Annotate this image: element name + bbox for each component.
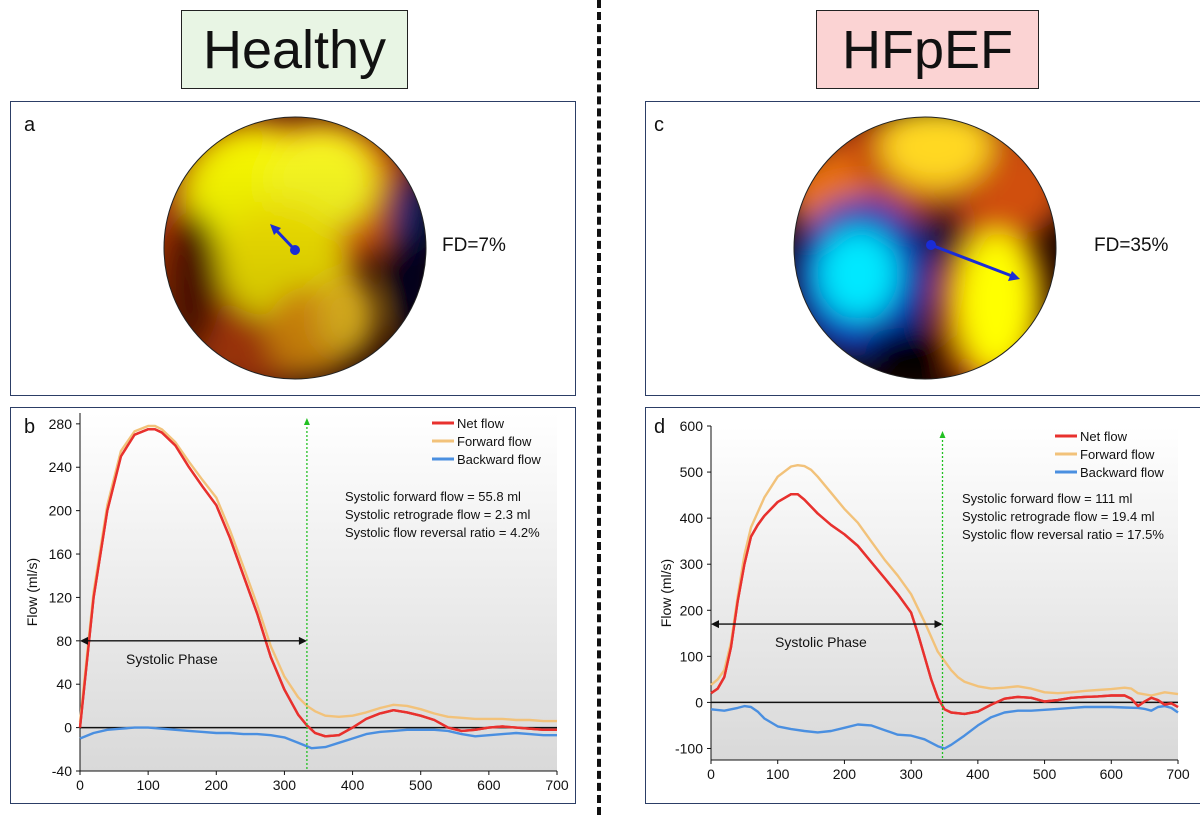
title-healthy: Healthy	[181, 10, 408, 89]
stat-annotation: Systolic flow reversal ratio = 4.2%	[345, 525, 540, 540]
title-hfpef: HFpEF	[816, 10, 1039, 89]
panel-letter-a: a	[24, 114, 36, 136]
x-tick-label: 0	[76, 777, 84, 793]
flow-map-healthy	[163, 116, 427, 380]
x-tick-label: 700	[1166, 766, 1190, 782]
systolic-phase-arrowhead-right	[934, 620, 943, 629]
y-tick-label: 0	[695, 694, 703, 710]
x-tick-label: 100	[766, 766, 790, 782]
legend-label: Forward flow	[457, 434, 532, 449]
y-tick-label: 40	[56, 676, 72, 692]
y-tick-label: 200	[49, 503, 73, 519]
panel-d-flow-chart: d -100 0 100 200 300 400 500 600 0 100 200 300 400 50…	[645, 407, 1200, 804]
y-tick-label: 100	[680, 648, 704, 664]
series-line-net-flow-top	[78, 428, 557, 738]
plot-background	[711, 426, 1178, 760]
panel-b-flow-chart: b -40 0 40 80 120 160 200 240 280 0 100 200 300 400 50…	[10, 407, 576, 804]
panel-letter-d: d	[654, 416, 666, 438]
systolic-phase-arrowhead-left	[711, 620, 719, 629]
x-tick-label: 500	[409, 777, 433, 793]
x-tick-label: 600	[1100, 766, 1124, 782]
series-line-backward-flow	[79, 726, 557, 750]
y-tick-label: 0	[64, 720, 72, 736]
y-tick-label: 120	[49, 589, 73, 605]
legend-label: Forward flow	[1080, 447, 1155, 462]
panel-letter-c: c	[654, 114, 664, 136]
y-tick-label: 500	[680, 464, 704, 480]
legend-label: Net flow	[1080, 429, 1128, 444]
systole-end-arrowhead	[303, 418, 310, 425]
y-axis-label: Flow (ml/s)	[24, 558, 40, 626]
x-tick-label: 200	[205, 777, 229, 793]
panel-a-flow-map: a	[10, 101, 576, 396]
x-tick-label: 100	[136, 777, 160, 793]
stat-annotation: Systolic forward flow = 55.8 ml	[345, 489, 521, 504]
x-tick-label: 300	[899, 766, 923, 782]
flow-map-hfpef	[793, 116, 1057, 380]
x-tick-label: 500	[1033, 766, 1057, 782]
y-tick-label: 280	[49, 416, 73, 432]
systolic-phase-label: Systolic Phase	[126, 651, 218, 667]
panel-c-flow-map: c FD=35%	[645, 101, 1200, 396]
series-line-forward-flow	[710, 464, 1179, 697]
y-tick-label: 400	[680, 510, 704, 526]
stat-annotation: Systolic forward flow = 111 ml	[962, 491, 1132, 506]
systolic-phase-label: Systolic Phase	[775, 634, 867, 650]
systolic-phase-arrowhead-right	[298, 636, 307, 645]
plot-background	[80, 413, 557, 771]
y-tick-label: -100	[675, 740, 703, 756]
y-tick-label: 300	[680, 556, 704, 572]
x-tick-label: 600	[477, 777, 501, 793]
fd-label-hfpef: FD=35%	[1094, 235, 1169, 256]
x-tick-label: 300	[273, 777, 297, 793]
panel-letter-b: b	[24, 416, 36, 438]
legend-label: Net flow	[457, 416, 505, 431]
group-divider	[597, 0, 601, 815]
y-tick-label: 80	[56, 633, 72, 649]
y-tick-label: 600	[680, 418, 704, 434]
legend-label: Backward flow	[1080, 465, 1164, 480]
x-tick-label: 0	[707, 766, 715, 782]
systole-end-arrowhead	[939, 431, 946, 438]
stat-annotation: Systolic flow reversal ratio = 17.5%	[962, 527, 1164, 542]
systolic-phase-arrowhead-left	[80, 636, 88, 645]
y-tick-label: 240	[49, 459, 73, 475]
y-tick-label: 200	[680, 602, 704, 618]
x-tick-label: 400	[966, 766, 990, 782]
legend-label: Backward flow	[457, 452, 541, 467]
stat-annotation: Systolic retrograde flow = 19.4 ml	[962, 509, 1155, 524]
x-tick-label: 700	[545, 777, 569, 793]
fd-label-healthy: FD=7%	[442, 235, 506, 256]
series-line-backward-flow	[710, 704, 1179, 750]
series-line-forward-flow	[78, 424, 557, 723]
x-tick-label: 400	[341, 777, 365, 793]
stat-annotation: Systolic retrograde flow = 2.3 ml	[345, 507, 530, 522]
y-tick-label: -40	[52, 763, 72, 779]
x-tick-label: 200	[833, 766, 857, 782]
series-line-net-flow-top	[710, 492, 1179, 716]
y-axis-label: Flow (ml/s)	[658, 559, 674, 627]
y-tick-label: 160	[49, 546, 73, 562]
